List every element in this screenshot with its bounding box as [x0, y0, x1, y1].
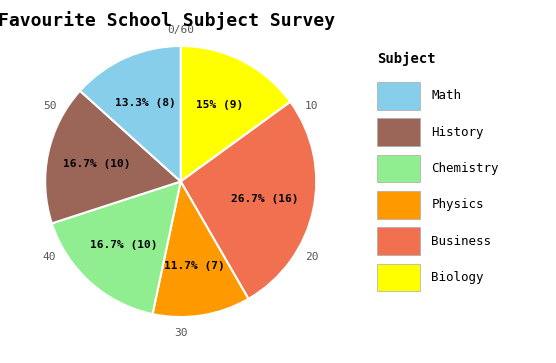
Wedge shape: [181, 102, 316, 299]
Text: 13.3% (8): 13.3% (8): [116, 98, 176, 108]
FancyBboxPatch shape: [377, 264, 420, 291]
FancyBboxPatch shape: [377, 82, 420, 110]
Text: 50: 50: [43, 101, 56, 111]
Text: Business: Business: [431, 234, 492, 248]
FancyBboxPatch shape: [377, 155, 420, 182]
Text: Biology: Biology: [431, 271, 484, 284]
Text: Favourite School Subject Survey: Favourite School Subject Survey: [0, 11, 335, 30]
Text: 16.7% (10): 16.7% (10): [90, 240, 157, 250]
Text: 11.7% (7): 11.7% (7): [164, 261, 225, 271]
Wedge shape: [80, 46, 181, 182]
Text: Physics: Physics: [431, 198, 484, 211]
Text: History: History: [431, 126, 484, 139]
Text: 15% (9): 15% (9): [196, 100, 244, 110]
Text: 40: 40: [43, 252, 56, 262]
FancyBboxPatch shape: [377, 191, 420, 219]
Text: 26.7% (16): 26.7% (16): [231, 194, 299, 204]
FancyBboxPatch shape: [377, 227, 420, 255]
Text: 10: 10: [305, 101, 319, 111]
Wedge shape: [152, 182, 249, 317]
FancyBboxPatch shape: [377, 118, 420, 146]
Wedge shape: [52, 182, 181, 314]
Text: 16.7% (10): 16.7% (10): [63, 159, 131, 169]
Text: 20: 20: [305, 252, 319, 262]
Text: 30: 30: [174, 328, 187, 338]
Wedge shape: [45, 91, 181, 223]
Wedge shape: [181, 46, 290, 182]
Text: Math: Math: [431, 89, 461, 102]
Text: Chemistry: Chemistry: [431, 162, 499, 175]
Text: Subject: Subject: [377, 52, 435, 66]
Text: 0/60: 0/60: [167, 25, 194, 35]
